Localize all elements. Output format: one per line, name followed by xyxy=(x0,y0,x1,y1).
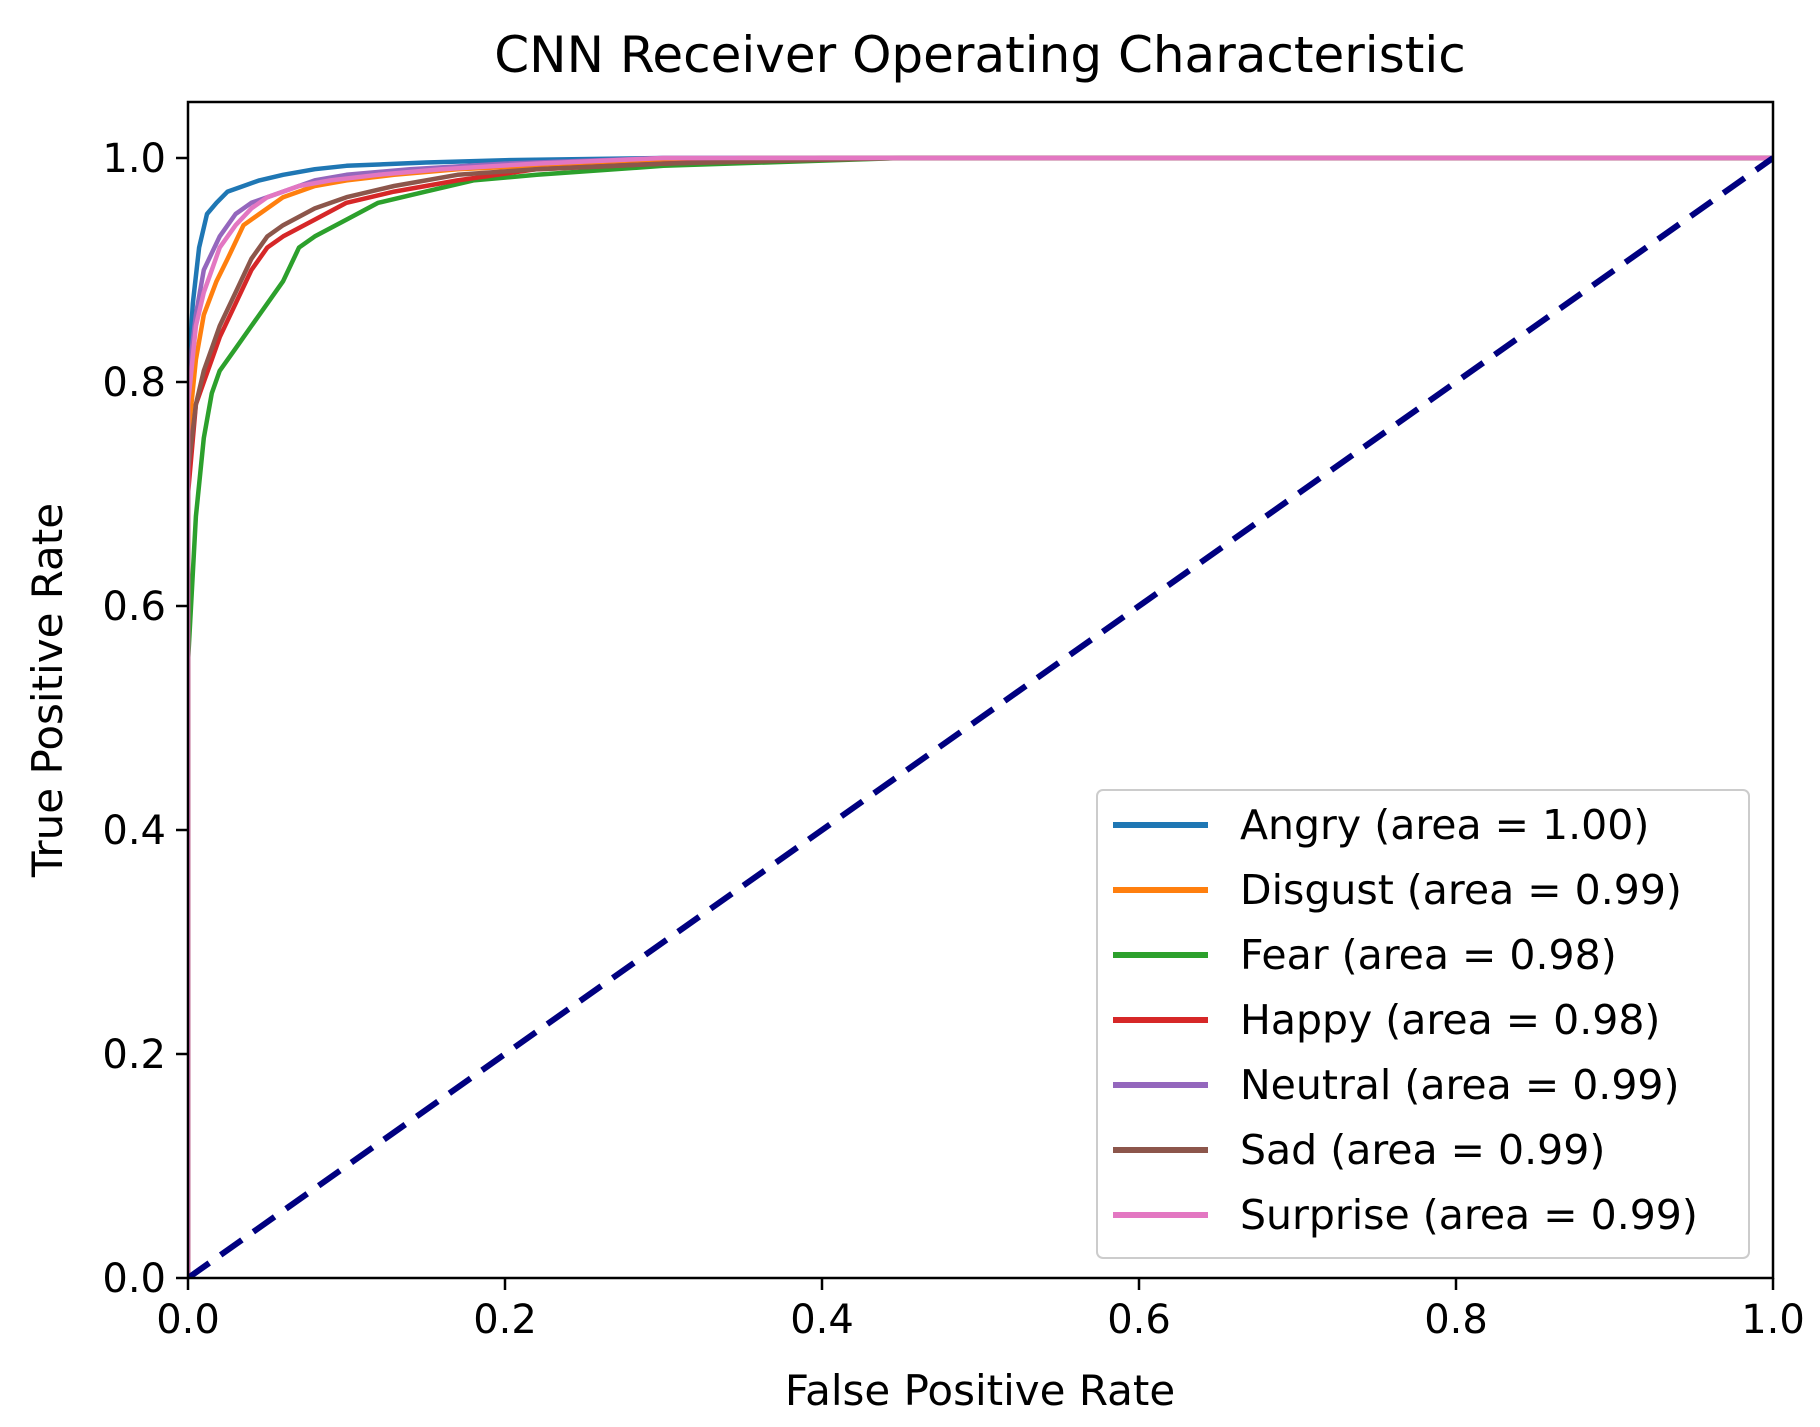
x-tick-label: 0.0 xyxy=(156,1297,220,1343)
legend-items: Angry (area = 1.00) Disgust (area = 0.99)… xyxy=(1113,801,1698,1239)
series-line-surprise xyxy=(188,155,1773,1278)
y-tick-label: 0.0 xyxy=(102,1256,166,1302)
y-axis-label: True Positive Rate xyxy=(23,503,72,878)
y-tick-label: 0.6 xyxy=(102,584,166,630)
legend-label-surprise: Surprise (area = 0.99) xyxy=(1240,1191,1698,1239)
x-axis-ticks: 0.0 0.2 0.4 0.6 0.8 1.0 xyxy=(156,1278,1805,1343)
chart-title: CNN Receiver Operating Characteristic xyxy=(494,26,1465,84)
y-tick-label: 0.4 xyxy=(102,808,166,854)
series-line-chance xyxy=(188,155,1773,1278)
y-tick-label: 0.2 xyxy=(102,1032,166,1078)
series-layer xyxy=(188,155,1773,1278)
x-tick-label: 0.2 xyxy=(473,1297,537,1343)
legend-label-sad: Sad (area = 0.99) xyxy=(1240,1126,1605,1174)
legend-box xyxy=(1096,789,1750,1259)
legend-label-fear: Fear (area = 0.98) xyxy=(1240,931,1617,979)
series-line-angry xyxy=(188,155,1773,1278)
plot-frame xyxy=(186,100,1775,1280)
legend: Angry (area = 1.00) Disgust (area = 0.99)… xyxy=(1096,789,1750,1259)
series-line-sad xyxy=(188,155,1773,1278)
legend-label-angry: Angry (area = 1.00) xyxy=(1240,801,1649,849)
y-tick-label: 0.8 xyxy=(102,360,166,406)
y-tick-label: 1.0 xyxy=(102,136,166,182)
x-axis-label: False Positive Rate xyxy=(785,1366,1175,1415)
x-tick-label: 1.0 xyxy=(1741,1297,1805,1343)
x-tick-label: 0.8 xyxy=(1424,1297,1488,1343)
x-tick-label: 0.4 xyxy=(790,1297,854,1343)
plot-area xyxy=(186,100,1775,1280)
x-tick-label: 0.6 xyxy=(1107,1297,1171,1343)
legend-label-happy: Happy (area = 0.98) xyxy=(1240,996,1660,1044)
series-line-fear xyxy=(188,155,1773,1278)
y-axis-ticks: 0.0 0.2 0.4 0.6 0.8 1.0 xyxy=(102,136,188,1302)
legend-label-disgust: Disgust (area = 0.99) xyxy=(1240,866,1682,914)
legend-label-neutral: Neutral (area = 0.99) xyxy=(1240,1061,1680,1109)
